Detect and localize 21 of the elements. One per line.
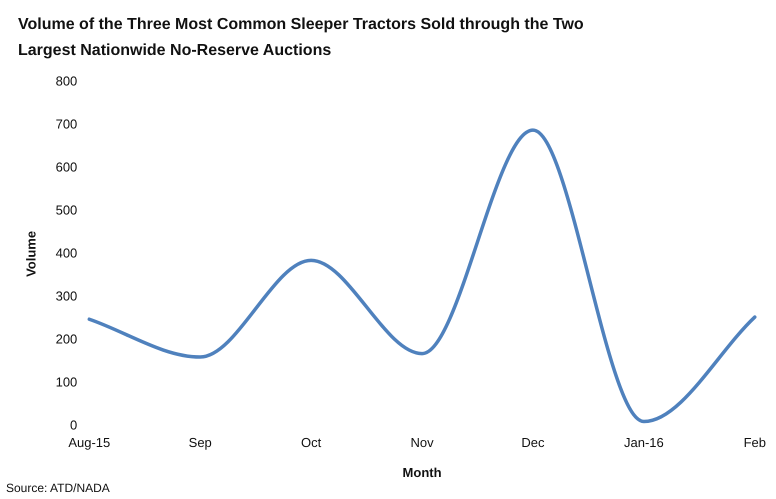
x-tick-label: Jan-16: [624, 435, 664, 450]
y-tick-label: 0: [70, 417, 78, 432]
y-tick-label: 600: [56, 160, 78, 175]
line-series: [88, 128, 757, 424]
y-tick-label: 200: [56, 331, 78, 346]
y-tick-label: 400: [56, 245, 78, 260]
y-tick-label: 500: [56, 202, 78, 218]
x-tick-label: Sep: [188, 435, 212, 450]
y-tick-label: 800: [56, 74, 78, 89]
x-tick-label: Feb: [744, 435, 766, 450]
y-axis-title: Volume: [23, 230, 38, 277]
x-axis-title: Month: [402, 464, 442, 480]
y-tick-label: 100: [56, 374, 78, 390]
y-tick-label: 700: [56, 116, 78, 132]
source-note: Source: ATD/NADA: [6, 481, 110, 495]
x-tick-label: Aug-15: [68, 435, 110, 450]
y-tick-label: 300: [56, 288, 78, 304]
chart-title: Volume of the Three Most Common Sleeper Tractors Sold through the Two Largest Nationwide No-Reserve Auctions: [18, 15, 585, 61]
x-tick-label: Nov: [410, 435, 434, 450]
x-tick-label: Dec: [521, 435, 546, 450]
x-tick-label: Oct: [301, 435, 322, 450]
